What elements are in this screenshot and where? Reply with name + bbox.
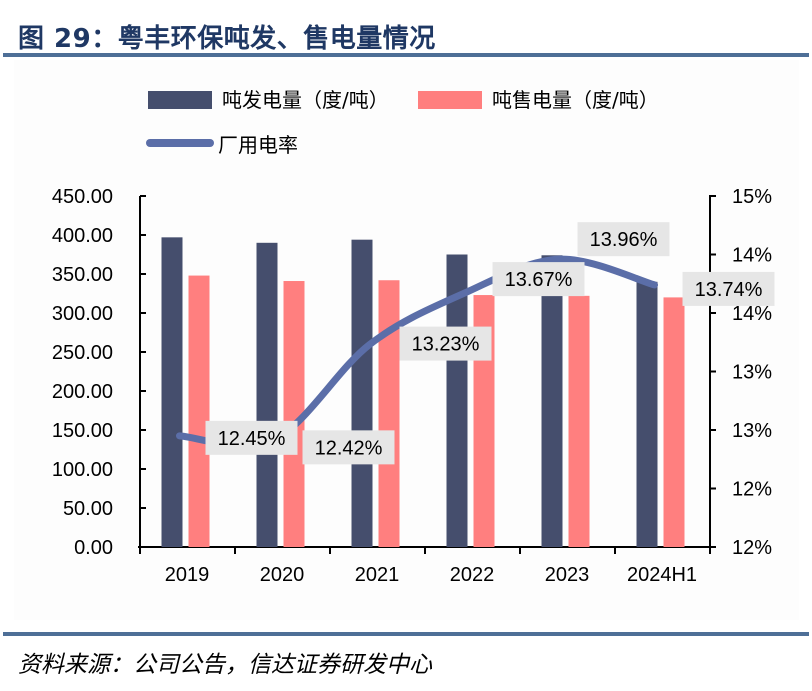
left-axis-tick-label: 350.00 <box>52 264 113 286</box>
bar-sold <box>188 275 210 547</box>
x-axis-tick-label: 2023 <box>545 564 590 586</box>
legend-swatch-generated <box>148 91 212 109</box>
legend-swatch-sold <box>418 91 482 109</box>
left-axis-tick-label: 100.00 <box>52 459 113 481</box>
axes: 0.00 50.00 100.00 150.00 200.00 250.00 300.00 3… <box>52 186 772 586</box>
left-axis-tick-label: 400.00 <box>52 225 113 247</box>
left-axis-tick-label: 450.00 <box>52 186 113 208</box>
source-rule <box>3 632 809 636</box>
bar-sold <box>283 281 305 547</box>
bar-sold <box>568 295 590 547</box>
bar-generated <box>256 242 278 548</box>
right-axis-tick-label: 14% <box>732 245 772 267</box>
figure-title: 图 29：粤丰环保吨发、售电量情况 <box>18 24 436 54</box>
right-axis-tick-label: 13% <box>732 420 772 442</box>
data-label-box <box>577 222 670 257</box>
right-axis-tick-label: 15% <box>732 186 772 208</box>
legend-label-generated: 吨发电量（度/吨） <box>222 88 389 112</box>
data-label-rate: 13.74% <box>695 279 763 301</box>
bar-generated <box>161 237 183 547</box>
bar-sold <box>378 280 400 547</box>
right-axis-tick-label: 12% <box>732 537 772 559</box>
bars <box>161 237 685 548</box>
x-axis-tick-label: 2021 <box>355 564 400 586</box>
data-label-rate: 12.45% <box>218 428 286 450</box>
x-axis-tick-label: 2019 <box>165 564 210 586</box>
bar-sold <box>663 297 685 547</box>
right-axis-tick-label: 14% <box>732 303 772 325</box>
x-axis-tick-label: 2024H1 <box>627 564 697 586</box>
left-axis-tick-label: 50.00 <box>63 498 113 520</box>
left-axis-tick-label: 150.00 <box>52 420 113 442</box>
bar-generated <box>541 255 563 547</box>
source-note: 资料来源：公司公告，信达证券研发中心 <box>18 652 432 678</box>
legend: 吨发电量（度/吨） 吨售电量（度/吨） 厂用电率 <box>146 88 659 157</box>
data-label-box <box>205 420 298 455</box>
right-axis-tick-label: 12% <box>732 479 772 501</box>
bar-generated <box>351 239 373 547</box>
data-label-rate: 13.96% <box>590 229 658 251</box>
data-label-box <box>492 262 585 297</box>
left-axis-tick-label: 300.00 <box>52 303 113 325</box>
data-labels: 12.45% 12.42% 13.23% 13.67% 13.96% 13.74% <box>205 222 775 465</box>
x-axis-tick-label: 2022 <box>450 564 495 586</box>
x-axis-tick-label: 2020 <box>260 564 305 586</box>
data-label-box <box>399 326 492 361</box>
right-axis-tick-label: 13% <box>732 362 772 384</box>
data-label-box <box>302 430 395 465</box>
data-label-rate: 13.67% <box>505 269 573 291</box>
data-label-rate: 13.23% <box>412 334 480 356</box>
bar-generated <box>636 281 658 547</box>
left-axis-tick-label: 250.00 <box>52 342 113 364</box>
left-axis-tick-label: 200.00 <box>52 381 113 403</box>
data-label-box <box>682 271 775 306</box>
data-label-rate: 12.42% <box>315 437 383 459</box>
legend-label-rate: 厂用电率 <box>218 133 298 157</box>
left-axis-tick-label: 0.00 <box>74 537 113 559</box>
legend-label-sold: 吨售电量（度/吨） <box>492 88 659 112</box>
title-rule <box>3 53 809 57</box>
